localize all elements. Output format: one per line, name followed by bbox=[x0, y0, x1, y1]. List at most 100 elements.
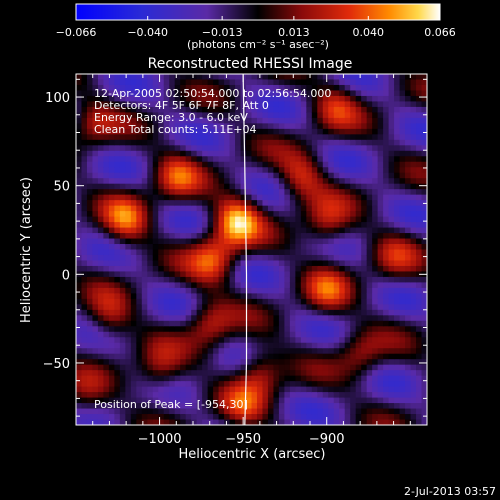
heatmap-cell bbox=[185, 74, 192, 81]
heatmap-cell bbox=[174, 342, 181, 349]
heatmap-cell bbox=[218, 117, 225, 124]
heatmap-cell bbox=[306, 117, 313, 124]
heatmap-cell bbox=[240, 276, 247, 283]
heatmap-cell bbox=[141, 381, 148, 388]
heatmap-cell bbox=[246, 331, 253, 338]
heatmap-cell bbox=[317, 304, 324, 311]
heatmap-cell bbox=[251, 359, 258, 366]
heatmap-cell bbox=[224, 353, 231, 360]
heatmap-cell bbox=[366, 90, 373, 97]
heatmap-cell bbox=[339, 419, 346, 425]
heatmap-cell bbox=[169, 189, 176, 196]
heatmap-cell bbox=[97, 364, 105, 371]
heatmap-cell bbox=[267, 249, 275, 256]
heatmap-cell bbox=[355, 244, 362, 251]
colorbar-tick-label: −0.066 bbox=[56, 26, 97, 39]
heatmap-cell bbox=[416, 106, 423, 113]
heatmap-cell bbox=[394, 260, 401, 267]
heatmap-cell bbox=[311, 254, 318, 262]
heatmap-cell bbox=[361, 254, 368, 262]
heatmap-cell bbox=[421, 282, 427, 289]
heatmap-cell bbox=[361, 260, 368, 267]
heatmap-cell bbox=[152, 419, 159, 425]
heatmap-cell bbox=[377, 408, 384, 415]
heatmap-cell bbox=[169, 370, 176, 377]
heatmap-cell bbox=[328, 117, 335, 124]
heatmap-cell bbox=[317, 403, 324, 410]
heatmap-cell bbox=[81, 244, 88, 251]
heatmap-cell bbox=[410, 183, 417, 190]
heatmap-cell bbox=[355, 189, 362, 196]
heatmap-cell bbox=[421, 375, 427, 382]
heatmap-cell bbox=[141, 282, 148, 289]
heatmap-cell bbox=[196, 117, 203, 124]
heatmap-cell bbox=[202, 156, 209, 163]
heatmap-cell bbox=[256, 287, 264, 294]
heatmap-cell bbox=[202, 200, 209, 207]
heatmap-cell bbox=[355, 392, 362, 399]
heatmap-cell bbox=[256, 408, 264, 415]
heatmap-cell bbox=[174, 178, 181, 185]
heatmap-cell bbox=[92, 353, 99, 360]
heatmap-cell bbox=[377, 370, 384, 377]
heatmap-cell bbox=[169, 161, 176, 168]
heatmap-cell bbox=[262, 359, 269, 366]
heatmap-cell bbox=[92, 156, 99, 163]
heatmap-cell bbox=[235, 139, 242, 146]
heatmap-cell bbox=[158, 238, 165, 245]
heatmap-cell bbox=[246, 145, 253, 152]
heatmap-cell bbox=[284, 150, 291, 157]
heatmap-cell bbox=[152, 298, 159, 305]
heatmap-cell bbox=[388, 79, 395, 86]
heatmap-cell bbox=[333, 161, 340, 168]
heatmap-cell bbox=[289, 106, 296, 113]
heatmap-cell bbox=[278, 353, 285, 360]
heatmap-cell bbox=[246, 408, 253, 415]
heatmap-cell bbox=[125, 392, 132, 399]
heatmap-cell bbox=[119, 183, 126, 190]
heatmap-cell bbox=[152, 134, 159, 141]
heatmap-cell bbox=[383, 359, 390, 366]
heatmap-cell bbox=[372, 84, 379, 92]
heatmap-cell bbox=[306, 150, 313, 157]
heatmap-cell bbox=[421, 309, 427, 316]
heatmap-cell bbox=[251, 287, 258, 294]
heatmap-cell bbox=[399, 381, 406, 388]
heatmap-cell bbox=[136, 123, 143, 130]
heatmap-cell bbox=[136, 106, 143, 113]
heatmap-cell bbox=[328, 293, 335, 300]
heatmap-cell bbox=[399, 298, 406, 305]
heatmap-cell bbox=[421, 233, 427, 240]
heatmap-cell bbox=[355, 370, 362, 377]
heatmap-cell bbox=[136, 381, 143, 388]
heatmap-cell bbox=[125, 238, 132, 245]
heatmap-cell bbox=[235, 244, 242, 251]
heatmap-cell bbox=[119, 419, 126, 425]
heatmap-cell bbox=[388, 145, 395, 152]
heatmap-cell bbox=[366, 282, 373, 289]
heatmap-cell bbox=[229, 79, 236, 86]
heatmap-cell bbox=[240, 249, 247, 256]
heatmap-cell bbox=[416, 90, 423, 97]
heatmap-cell bbox=[322, 304, 329, 311]
heatmap-cell bbox=[240, 139, 247, 146]
heatmap-cell bbox=[240, 222, 247, 229]
heatmap-cell bbox=[322, 276, 329, 283]
heatmap-cell bbox=[383, 238, 390, 245]
heatmap-cell bbox=[218, 74, 225, 81]
heatmap-cell bbox=[163, 112, 170, 119]
heatmap-cell bbox=[86, 145, 94, 152]
heatmap-cell bbox=[114, 287, 121, 294]
heatmap-cell bbox=[377, 156, 384, 163]
heatmap-cell bbox=[251, 331, 258, 338]
heatmap-cell bbox=[399, 353, 406, 360]
heatmap-cell bbox=[202, 205, 209, 212]
heatmap-cell bbox=[108, 227, 115, 234]
heatmap-cell bbox=[86, 254, 94, 262]
heatmap-cell bbox=[278, 117, 285, 124]
heatmap-cell bbox=[224, 414, 231, 421]
heatmap-cell bbox=[350, 178, 357, 185]
heatmap-cell bbox=[344, 145, 351, 152]
heatmap-cell bbox=[202, 419, 209, 425]
heatmap-cell bbox=[125, 227, 132, 234]
